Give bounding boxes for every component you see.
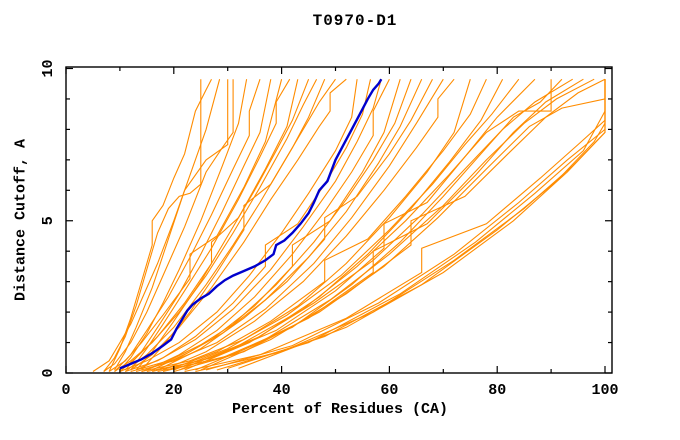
y-tick-label: 5 (40, 216, 57, 225)
prediction-curve (173, 78, 520, 371)
prediction-curve (135, 78, 444, 373)
prediction-curve (168, 78, 487, 371)
prediction-curve (135, 79, 372, 371)
prediction-curve (92, 79, 221, 372)
prediction-curve (124, 78, 336, 372)
x-tick-label: 20 (165, 382, 183, 399)
prediction-curve (146, 78, 390, 371)
prediction-curve (114, 78, 318, 372)
prediction-curve (124, 79, 272, 371)
x-axis-title: Percent of Residues (CA) (231, 401, 449, 418)
x-tick-label: 40 (273, 382, 291, 399)
prediction-curve (114, 79, 229, 371)
prediction-curve (125, 79, 382, 373)
x-tick-label: 80 (488, 382, 506, 399)
prediction-curve (103, 79, 234, 372)
chart-title: T0970-D1 (312, 12, 398, 30)
x-tick-label: 100 (591, 382, 618, 399)
prediction-curve (114, 79, 261, 372)
prediction-curve (195, 78, 595, 371)
prediction-curve (108, 79, 283, 372)
prediction-curve (157, 78, 433, 371)
x-tick-label: 60 (380, 382, 398, 399)
y-tick-label: 10 (40, 59, 57, 77)
plot-frame (65, 66, 613, 374)
prediction-curve (108, 78, 212, 372)
prediction-curve (173, 79, 606, 373)
prediction-curve (216, 79, 606, 371)
prediction-curve (119, 79, 248, 371)
y-tick-label: 0 (40, 368, 57, 377)
x-tick-label: 0 (61, 382, 70, 399)
prediction-curve (162, 78, 455, 371)
prediction-curve (178, 79, 552, 371)
prediction-curve (184, 79, 606, 373)
prediction-curve (130, 78, 291, 371)
prediction-curve (141, 79, 471, 373)
prediction-curve (130, 78, 347, 371)
prediction-curve (238, 79, 606, 369)
prediction-curve (200, 78, 606, 371)
prediction-curve (151, 79, 412, 371)
prediction-curve (152, 78, 536, 373)
reference-curve (119, 78, 383, 370)
prediction-curve (184, 78, 573, 371)
prediction-curve (130, 79, 401, 373)
